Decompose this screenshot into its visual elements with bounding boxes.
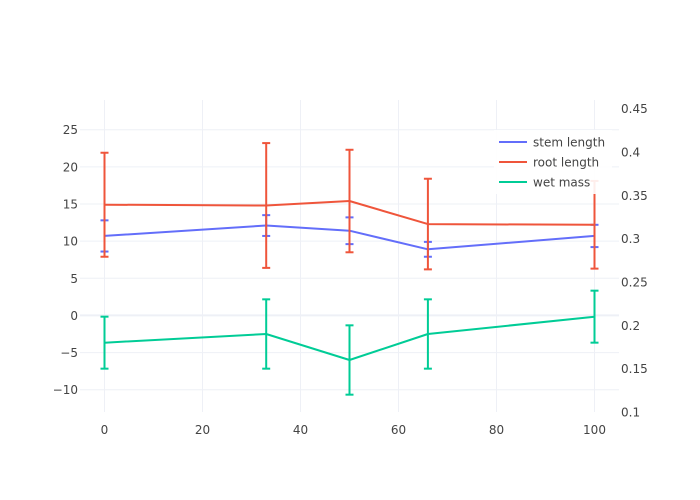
x-tick-label: 20 — [195, 423, 210, 437]
legend-label: wet mass — [533, 176, 590, 190]
y-left-tick-label: 20 — [63, 160, 78, 174]
y-left-tick-label: 15 — [63, 198, 78, 212]
y-left-tick-label: −10 — [53, 383, 78, 397]
y-right-tick-label: 0.1 — [621, 406, 640, 420]
series-wet-mass — [100, 289, 599, 396]
y-right-tick-label: 0.25 — [621, 276, 648, 290]
y-left-tick-label: 0 — [70, 309, 78, 323]
y-right-tick-label: 0.4 — [621, 146, 640, 160]
series-line — [104, 315, 595, 361]
x-tick-label: 80 — [489, 423, 504, 437]
legend: stem length root length wet mass — [494, 130, 612, 194]
series-line — [104, 200, 595, 226]
series-root-length — [100, 142, 599, 271]
legend-label: stem length — [533, 136, 605, 150]
x-tick-label: 0 — [101, 423, 109, 437]
x-tick-label: 60 — [391, 423, 406, 437]
plot-series — [100, 142, 599, 396]
y-right-tick-label: 0.2 — [621, 319, 640, 333]
y-left-tick-label: 25 — [63, 123, 78, 137]
y-right-tick-label: 0.15 — [621, 362, 648, 376]
legend-label: root length — [533, 156, 599, 170]
x-tick-label: 100 — [583, 423, 606, 437]
y-left-tick-label: −5 — [60, 346, 78, 360]
y-right-tick-label: 0.3 — [621, 232, 640, 246]
y-right-tick-label: 0.35 — [621, 189, 648, 203]
x-tick-label: 40 — [293, 423, 308, 437]
y-right-tick-label: 0.45 — [621, 102, 648, 116]
y-left-tick-label: 10 — [63, 235, 78, 249]
y-left-tick-label: 5 — [70, 272, 78, 286]
axis-ticks: 0 20 40 60 80 100 −10 −5 0 5 10 15 20 25 0.1 0.15 0.2 0.2… — [53, 102, 648, 437]
